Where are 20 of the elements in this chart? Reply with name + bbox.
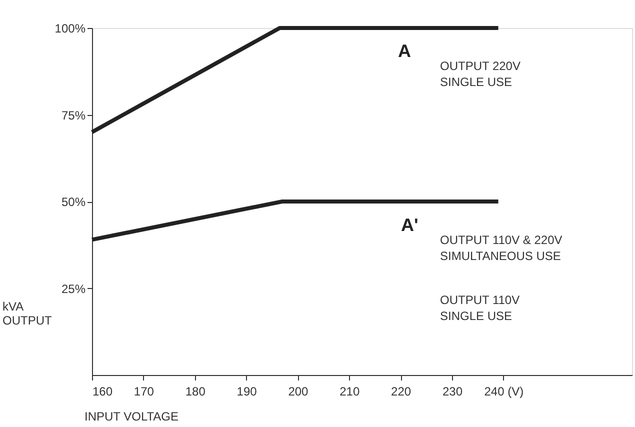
y-tick-label: 50% (61, 195, 86, 209)
x-tick-label: 240 (V) (484, 384, 524, 398)
x-tick-label: 170 (134, 384, 154, 398)
x-tick-label: 160 (92, 384, 113, 398)
x-tick-label: 180 (185, 384, 206, 398)
y-tick-label: 75% (61, 108, 86, 122)
annotation: OUTPUT 220V SINGLE USE (440, 59, 520, 89)
x-tick-label: 230 (442, 384, 463, 398)
x-axis-title: INPUT VOLTAGE (84, 410, 179, 424)
x-tick-label: 220 (391, 384, 412, 398)
x-tick-label: 190 (236, 384, 258, 398)
annotation: A (398, 41, 411, 61)
y-tick-label: 25% (61, 282, 86, 296)
annotation: OUTPUT 110V & 220V SIMULTANEOUS USE (440, 233, 562, 263)
y-axis-title: kVA OUTPUT (2, 300, 52, 328)
x-tick-label: 200 (288, 384, 309, 398)
annotation: A' (401, 215, 418, 235)
y-tick-label: 100% (54, 22, 86, 36)
x-tick-label: 210 (340, 384, 360, 398)
annotation: OUTPUT 110V SINGLE USE (440, 293, 520, 323)
